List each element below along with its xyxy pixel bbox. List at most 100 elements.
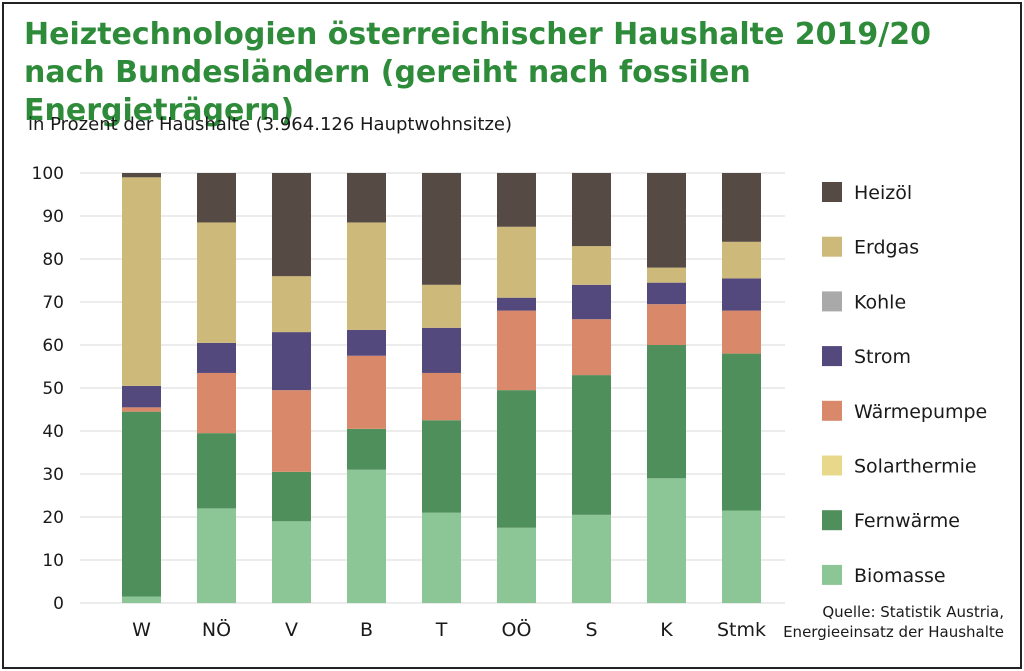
bar-k-strom (647, 282, 686, 305)
y-tick-label-50: 50 (42, 379, 64, 399)
legend-label-fernwaerme: Fernwärme (854, 510, 960, 532)
bar-v-fernwaerme (272, 471, 311, 522)
bar-w-fernwaerme (122, 411, 161, 597)
x-tick-label-noe: NÖ (202, 618, 231, 641)
bar-w-strom (122, 385, 161, 408)
bar-ooe-waermepumpe (497, 310, 536, 391)
bars (122, 173, 761, 603)
x-tick-label-t: T (435, 619, 448, 641)
y-tick-label-40: 40 (42, 422, 64, 442)
bar-b-heizoel (347, 173, 386, 223)
legend-swatch-erdgas (822, 236, 842, 257)
bar-s-strom (572, 284, 611, 320)
y-tick-label-20: 20 (42, 508, 64, 528)
legend-swatch-kohle (822, 291, 842, 312)
source-line-1: Quelle: Statistik Austria, (822, 603, 1004, 621)
bar-noe-strom (197, 342, 236, 373)
bar-s-heizoel (572, 173, 611, 247)
bar-t-waermepumpe (422, 372, 461, 421)
bar-k-waermepumpe (647, 304, 686, 345)
bar-s-waermepumpe (572, 319, 611, 376)
source-line-2: Energieeinsatz der Haushalte (783, 623, 1004, 641)
x-tick-label-v: V (285, 619, 298, 641)
legend-label-erdgas: Erdgas (854, 237, 919, 259)
bar-stmk-erdgas (722, 241, 761, 279)
bar-b-erdgas (347, 222, 386, 330)
bar-b-fernwaerme (347, 428, 386, 470)
bar-ooe-biomasse (497, 527, 536, 603)
bar-b-biomasse (347, 469, 386, 603)
y-tick-label-90: 90 (42, 207, 64, 227)
bar-t-fernwaerme (422, 420, 461, 513)
bar-ooe-erdgas (497, 226, 536, 298)
bar-stmk-strom (722, 278, 761, 311)
legend-swatch-solarthermie (822, 455, 842, 476)
x-tick-label-stmk: Stmk (717, 619, 766, 641)
chart-subtitle: in Prozent der Haushalte (3.964.126 Haup… (28, 114, 513, 135)
chart-title: Heiztechnologien österreichischer Hausha… (24, 16, 1024, 130)
bar-noe-heizoel (197, 173, 236, 223)
bar-v-strom (272, 332, 311, 391)
bar-stmk-heizoel (722, 173, 761, 242)
y-tick-label-60: 60 (42, 336, 64, 356)
x-tick-label-b: B (360, 619, 373, 641)
y-tick-label-30: 30 (42, 465, 64, 485)
bar-stmk-biomasse (722, 510, 761, 603)
bar-s-biomasse (572, 514, 611, 603)
bar-k-fernwaerme (647, 345, 686, 479)
bar-w-waermepumpe (122, 407, 161, 412)
bar-t-erdgas (422, 284, 461, 328)
legend-swatch-biomasse (822, 564, 842, 585)
bar-b-strom (347, 329, 386, 356)
legend-label-waermepumpe: Wärmepumpe (854, 401, 987, 423)
bar-v-biomasse (272, 521, 311, 603)
bar-stmk-waermepumpe (722, 310, 761, 354)
bar-s-fernwaerme (572, 375, 611, 515)
y-tick-label-80: 80 (42, 250, 64, 270)
bar-s-erdgas (572, 246, 611, 285)
bar-t-biomasse (422, 512, 461, 603)
x-tick-label-s: S (585, 619, 597, 641)
x-axis-labels: W NÖ V B T OÖ S K Stmk (132, 618, 766, 641)
legend-label-strom: Strom (854, 346, 911, 368)
bar-ooe-strom (497, 297, 536, 311)
bar-k-biomasse (647, 478, 686, 603)
bar-k-heizoel (647, 173, 686, 268)
legend-swatch-waermepumpe (822, 400, 842, 421)
legend: Heizöl Erdgas Kohle Strom Wärmepumpe Solarthe… (822, 182, 987, 587)
x-tick-label-w: W (132, 619, 151, 641)
y-tick-label-100: 100 (32, 164, 64, 184)
legend-label-heizoel: Heizöl (854, 182, 912, 204)
bar-noe-fernwaerme (197, 433, 236, 509)
source-note: Quelle: Statistik Austria, Energieeinsat… (783, 602, 1004, 642)
bar-stmk-fernwaerme (722, 353, 761, 511)
bar-v-erdgas (272, 276, 311, 333)
legend-swatch-heizoel (822, 182, 842, 202)
bar-noe-erdgas (197, 222, 236, 343)
y-tick-label-10: 10 (42, 551, 64, 571)
bar-k-erdgas (647, 267, 686, 283)
y-tick-label-70: 70 (42, 293, 64, 313)
bar-ooe-heizoel (497, 173, 536, 227)
bar-noe-waermepumpe (197, 372, 236, 434)
bar-w-heizoel (122, 173, 161, 178)
bar-b-waermepumpe (347, 355, 386, 429)
bar-w-biomasse (122, 596, 161, 603)
title-line-2: nach Bundesländern (gereiht nach fossile… (24, 55, 751, 128)
bar-t-heizoel (422, 173, 461, 285)
legend-swatch-strom (822, 346, 842, 367)
x-tick-label-k: K (660, 619, 673, 641)
bar-ooe-fernwaerme (497, 390, 536, 528)
bar-t-strom (422, 327, 461, 373)
title-line-1: Heiztechnologien österreichischer Hausha… (24, 17, 931, 52)
legend-label-kohle: Kohle (854, 291, 906, 313)
x-tick-label-ooe: OÖ (502, 618, 532, 641)
legend-label-biomasse: Biomasse (854, 565, 946, 587)
bar-v-heizoel (272, 173, 311, 277)
legend-swatch-fernwaerme (822, 510, 842, 531)
y-axis-ticks: 0 10 20 30 40 50 60 70 80 90 100 (32, 164, 64, 614)
y-tick-label-0: 0 (53, 594, 64, 614)
bar-v-waermepumpe (272, 390, 311, 472)
bar-noe-biomasse (197, 508, 236, 603)
